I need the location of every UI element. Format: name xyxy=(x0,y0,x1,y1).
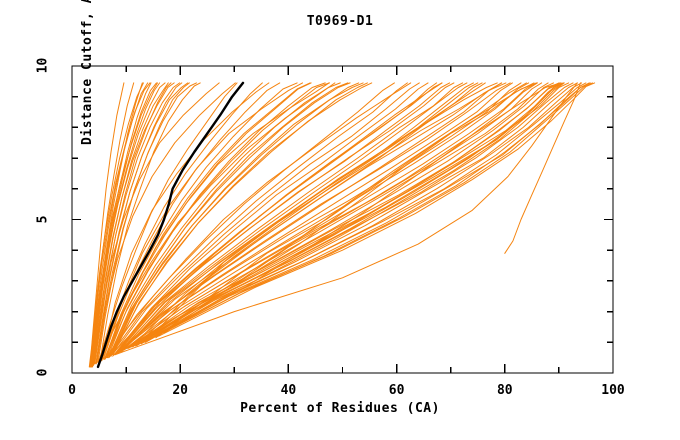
prediction-curve xyxy=(128,82,562,349)
prediction-curve xyxy=(120,82,564,352)
prediction-curve xyxy=(105,82,412,359)
prediction-curve xyxy=(135,82,503,347)
prediction-curve xyxy=(99,82,201,362)
prediction-curve xyxy=(108,82,443,359)
prediction-curve xyxy=(112,82,420,356)
curve-series xyxy=(88,81,596,369)
x-tick-label: 0 xyxy=(68,383,76,398)
prediction-curve xyxy=(91,82,166,368)
prediction-curve xyxy=(131,82,498,348)
prediction-curve xyxy=(126,82,565,349)
prediction-curve xyxy=(108,82,351,359)
y-tick-label: 0 xyxy=(35,368,51,377)
prediction-curve xyxy=(144,82,507,343)
prediction-curve xyxy=(504,82,581,254)
prediction-curve xyxy=(109,82,364,357)
prediction-curve xyxy=(95,82,189,365)
prediction-curve xyxy=(89,82,151,368)
x-axis-label: Percent of Residues (CA) xyxy=(240,401,440,416)
prediction-curve xyxy=(107,82,326,359)
x-tick-label: 80 xyxy=(496,383,513,398)
prediction-curve xyxy=(155,82,538,339)
prediction-curve xyxy=(110,82,373,357)
prediction-curve xyxy=(113,82,511,356)
prediction-curve xyxy=(101,82,270,360)
prediction-curve xyxy=(114,82,578,356)
x-tick-label: 60 xyxy=(388,383,405,398)
y-axis-label: Distance Cutoff, A xyxy=(80,0,95,145)
prediction-curve xyxy=(89,82,144,368)
prediction-curve xyxy=(92,82,161,368)
prediction-curve xyxy=(104,82,298,360)
prediction-curve xyxy=(122,82,538,351)
page-title: T0969-D1 xyxy=(306,14,374,29)
prediction-curve xyxy=(98,82,238,362)
prediction-curve xyxy=(96,82,236,363)
prediction-curve xyxy=(96,82,197,363)
prediction-curve xyxy=(113,82,429,356)
prediction-curve xyxy=(102,82,281,360)
prediction-curve xyxy=(141,82,535,343)
prediction-curve xyxy=(119,82,468,352)
prediction-curve xyxy=(94,82,220,365)
prediction-curve xyxy=(92,82,175,366)
prediction-curve xyxy=(134,82,564,346)
prediction-curve xyxy=(90,82,158,368)
prediction-curve xyxy=(108,82,341,357)
reference-curve xyxy=(96,81,245,369)
prediction-curve xyxy=(158,82,596,337)
prediction-curve xyxy=(136,82,527,346)
axis-ticks xyxy=(71,65,614,374)
prediction-curve xyxy=(145,82,587,343)
prediction-curve xyxy=(109,82,408,357)
prediction-curve xyxy=(125,82,543,349)
prediction-curve xyxy=(147,82,590,342)
prediction-curve xyxy=(120,82,464,352)
prediction-curve xyxy=(142,82,583,343)
prediction-curve xyxy=(163,82,562,334)
x-tick-label: 40 xyxy=(280,383,297,398)
y-tick-label: 5 xyxy=(35,215,51,223)
prediction-curve xyxy=(98,82,336,362)
prediction-curve xyxy=(105,82,330,359)
y-tick-label: 10 xyxy=(35,57,51,74)
y-axis-label-wrapper: Distance Cutoff, A xyxy=(80,0,100,230)
prediction-curve xyxy=(104,82,330,360)
x-tick-label: 20 xyxy=(172,383,189,398)
prediction-curve xyxy=(121,82,479,352)
x-tick-label: 100 xyxy=(601,383,625,398)
